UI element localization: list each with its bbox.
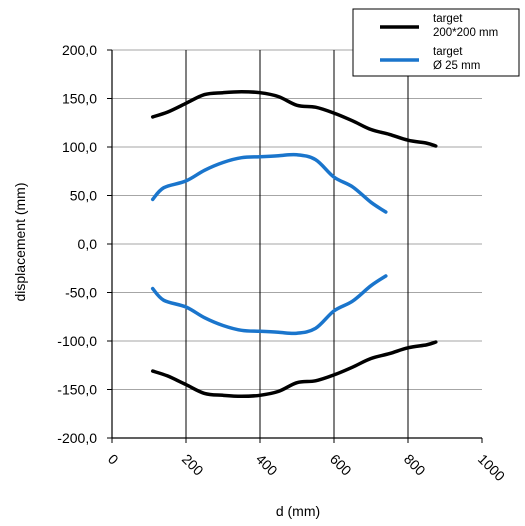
series-lines — [150, 89, 438, 399]
x-tick-label: 200 — [179, 451, 207, 479]
x-tick-label: 0 — [105, 451, 122, 468]
series-2-curve-upper — [150, 152, 388, 214]
x-tick-label: 400 — [253, 451, 281, 479]
legend-box — [352, 8, 520, 77]
y-tick-labels: 200,0 150,0 100,0 50,0 0,0 -50,0 -100,0 -150,0 -… — [57, 42, 97, 446]
y-tick-label: 50,0 — [70, 188, 97, 204]
y-tick-label: -100,0 — [57, 333, 97, 349]
y-axis-title: displacement (mm) — [12, 182, 28, 301]
y-tick-label: 150,0 — [62, 91, 97, 107]
y-tick-label: 200,0 — [62, 42, 97, 58]
y-tick-label: -50,0 — [65, 285, 97, 301]
series-2-curve-lower — [150, 274, 388, 336]
legend-label-2-line1: target — [433, 46, 463, 58]
x-tick-label: 1000 — [475, 451, 508, 484]
y-tick-label: 0,0 — [78, 236, 98, 252]
x-tick-labels: 0 200 400 600 800 1000 — [105, 451, 508, 484]
x-axis-title: d (mm) — [276, 503, 320, 519]
axes — [107, 49, 483, 443]
x-tick-label: 800 — [401, 451, 429, 479]
x-tick-label: 600 — [327, 451, 355, 479]
legend: target 200*200 mm target Ø 25 mm — [352, 8, 520, 77]
y-tick-label: -200,0 — [57, 430, 97, 446]
y-tick-label: 100,0 — [62, 139, 97, 155]
legend-label-1-line1: target — [433, 13, 463, 25]
series-1-curve-upper — [150, 89, 438, 148]
grid — [112, 49, 482, 438]
legend-label-2-line2: Ø 25 mm — [433, 60, 480, 72]
legend-label-1-line2: 200*200 mm — [433, 27, 498, 39]
series-1-curve-lower — [150, 340, 438, 399]
y-tick-label: -150,0 — [57, 382, 97, 398]
